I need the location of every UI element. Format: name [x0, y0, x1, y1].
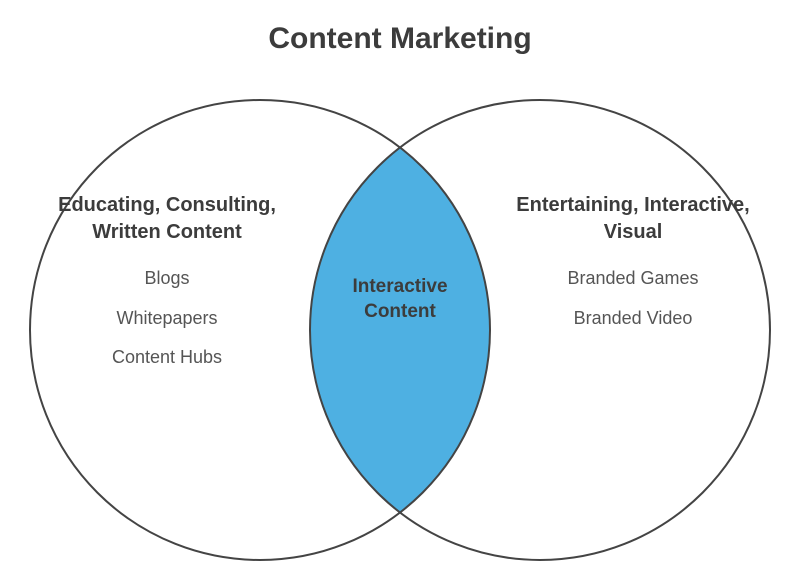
venn-diagram: Content Marketing Educating, Consulting,…: [0, 0, 800, 575]
left-item-2: Content Hubs: [42, 347, 292, 369]
left-circle-items: Blogs Whitepapers Content Hubs: [42, 268, 292, 369]
right-circle-heading: Entertaining, Interactive, Visual: [508, 192, 758, 246]
right-circle-items: Branded Games Branded Video: [508, 268, 758, 329]
left-circle-content: Educating, Consulting, Written Content B…: [42, 192, 292, 387]
right-item-1: Branded Video: [508, 308, 758, 330]
left-item-0: Blogs: [42, 268, 292, 290]
left-item-1: Whitepapers: [42, 308, 292, 330]
right-circle-content: Entertaining, Interactive, Visual Brande…: [508, 192, 758, 347]
right-item-0: Branded Games: [508, 268, 758, 290]
intersection-label: Interactive Content: [340, 275, 460, 324]
left-circle-heading: Educating, Consulting, Written Content: [42, 192, 292, 246]
